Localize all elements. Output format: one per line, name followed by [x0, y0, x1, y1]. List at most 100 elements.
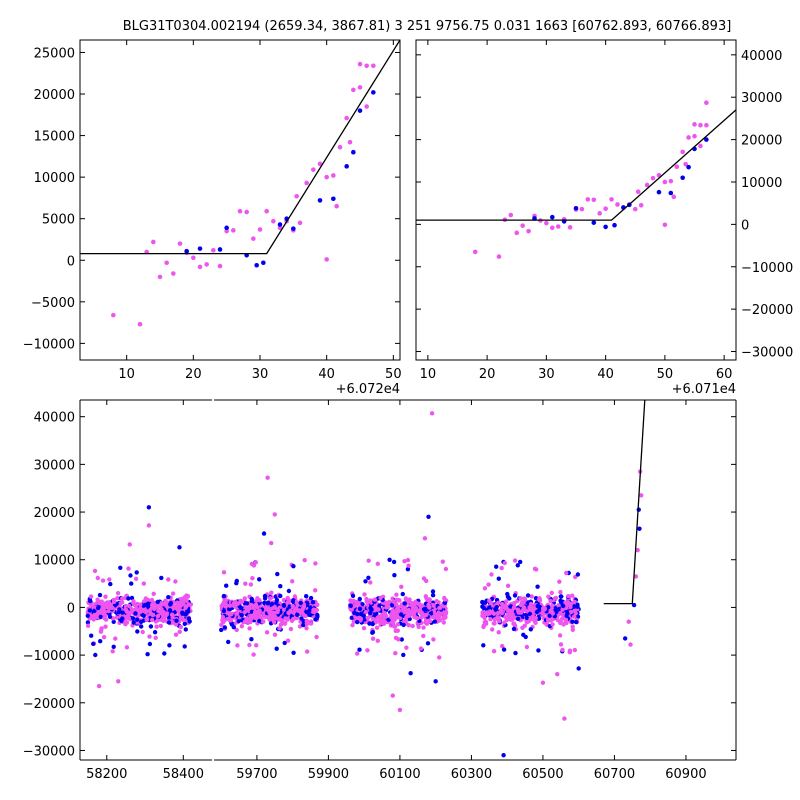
data-point — [398, 615, 403, 621]
data-point — [166, 577, 171, 582]
pink-point — [364, 104, 369, 109]
pink-point — [671, 194, 677, 200]
data-point — [495, 611, 501, 616]
data-point — [272, 619, 277, 625]
data-point — [420, 612, 425, 617]
data-point — [550, 611, 555, 616]
data-point — [401, 652, 406, 658]
data-point — [271, 605, 277, 610]
data-point — [183, 627, 188, 632]
pink-point — [351, 87, 356, 93]
blue-point — [591, 220, 597, 225]
outlier-point — [440, 559, 446, 564]
data-point — [358, 616, 364, 621]
data-point — [515, 607, 521, 612]
pink-point — [164, 260, 169, 266]
data-point — [98, 614, 104, 620]
data-point — [392, 613, 398, 618]
data-point — [99, 627, 104, 633]
data-point — [162, 651, 167, 656]
pink-point — [520, 223, 525, 228]
data-point — [518, 610, 524, 615]
data-point — [378, 595, 383, 601]
data-point — [487, 598, 492, 603]
data-point — [85, 623, 91, 628]
data-point — [107, 577, 112, 582]
bottom-panel: 58200 58400 59700 59900 60100 60300 60500 60700… — [23, 399, 737, 782]
data-point — [308, 621, 314, 626]
bottom-points — [85, 411, 644, 758]
data-point — [170, 591, 176, 596]
y-tick-label: −30000 — [23, 744, 75, 759]
data-point — [494, 605, 499, 610]
data-point — [220, 614, 226, 620]
data-point — [348, 598, 353, 603]
data-point — [568, 609, 574, 615]
data-point — [368, 605, 373, 611]
data-point — [512, 621, 517, 626]
data-point — [376, 607, 381, 612]
pink-point — [597, 211, 603, 216]
y-tick-label: −30000 — [741, 346, 793, 361]
data-point — [133, 576, 139, 581]
data-point — [527, 605, 532, 610]
data-point — [251, 652, 256, 657]
data-point — [129, 595, 135, 601]
data-point — [277, 617, 282, 622]
data-point — [131, 599, 136, 604]
y-tick-label: 30000 — [741, 91, 782, 106]
data-point — [355, 619, 360, 625]
data-point — [158, 603, 163, 608]
data-point — [533, 615, 538, 621]
data-point — [186, 609, 191, 614]
data-point — [492, 621, 497, 626]
blue-point — [217, 247, 223, 252]
outlier-point — [146, 505, 152, 510]
data-point — [530, 606, 536, 611]
data-point — [281, 597, 287, 603]
pink-point — [526, 228, 531, 234]
data-point — [168, 602, 173, 607]
data-point — [416, 624, 421, 630]
y-tick-label: −5000 — [31, 296, 75, 311]
model-curve — [80, 40, 400, 255]
data-point — [151, 601, 156, 606]
data-point — [224, 583, 229, 588]
y-tick-label: 25000 — [34, 46, 75, 61]
data-point — [394, 597, 400, 602]
data-point — [402, 559, 407, 564]
data-point — [290, 603, 295, 609]
data-point — [89, 633, 94, 638]
data-point — [179, 601, 185, 606]
data-point — [149, 617, 155, 623]
data-point — [147, 641, 153, 647]
data-point — [169, 612, 175, 617]
pink-point — [632, 206, 638, 212]
pink-point — [698, 122, 703, 128]
x-tick-label: 60 — [716, 367, 733, 382]
data-point — [125, 613, 130, 619]
data-point — [244, 601, 250, 606]
pink-point — [137, 321, 143, 327]
data-point — [167, 643, 172, 648]
pink-point — [698, 143, 703, 149]
data-point — [502, 620, 507, 625]
data-point — [503, 614, 508, 619]
data-point — [387, 599, 392, 605]
outlier-point — [501, 753, 506, 758]
data-point — [277, 626, 282, 631]
data-point — [410, 623, 415, 629]
pink-point — [585, 197, 591, 202]
data-point — [393, 651, 398, 656]
data-point — [557, 633, 563, 638]
outlier-point — [426, 514, 431, 520]
data-point — [393, 628, 398, 633]
outlier-point — [429, 411, 435, 416]
data-point — [402, 601, 407, 606]
blue-point — [317, 198, 323, 203]
data-point — [363, 579, 368, 584]
pink-point — [257, 227, 263, 232]
data-point — [141, 599, 147, 604]
data-point — [249, 616, 254, 621]
data-point — [278, 593, 283, 599]
